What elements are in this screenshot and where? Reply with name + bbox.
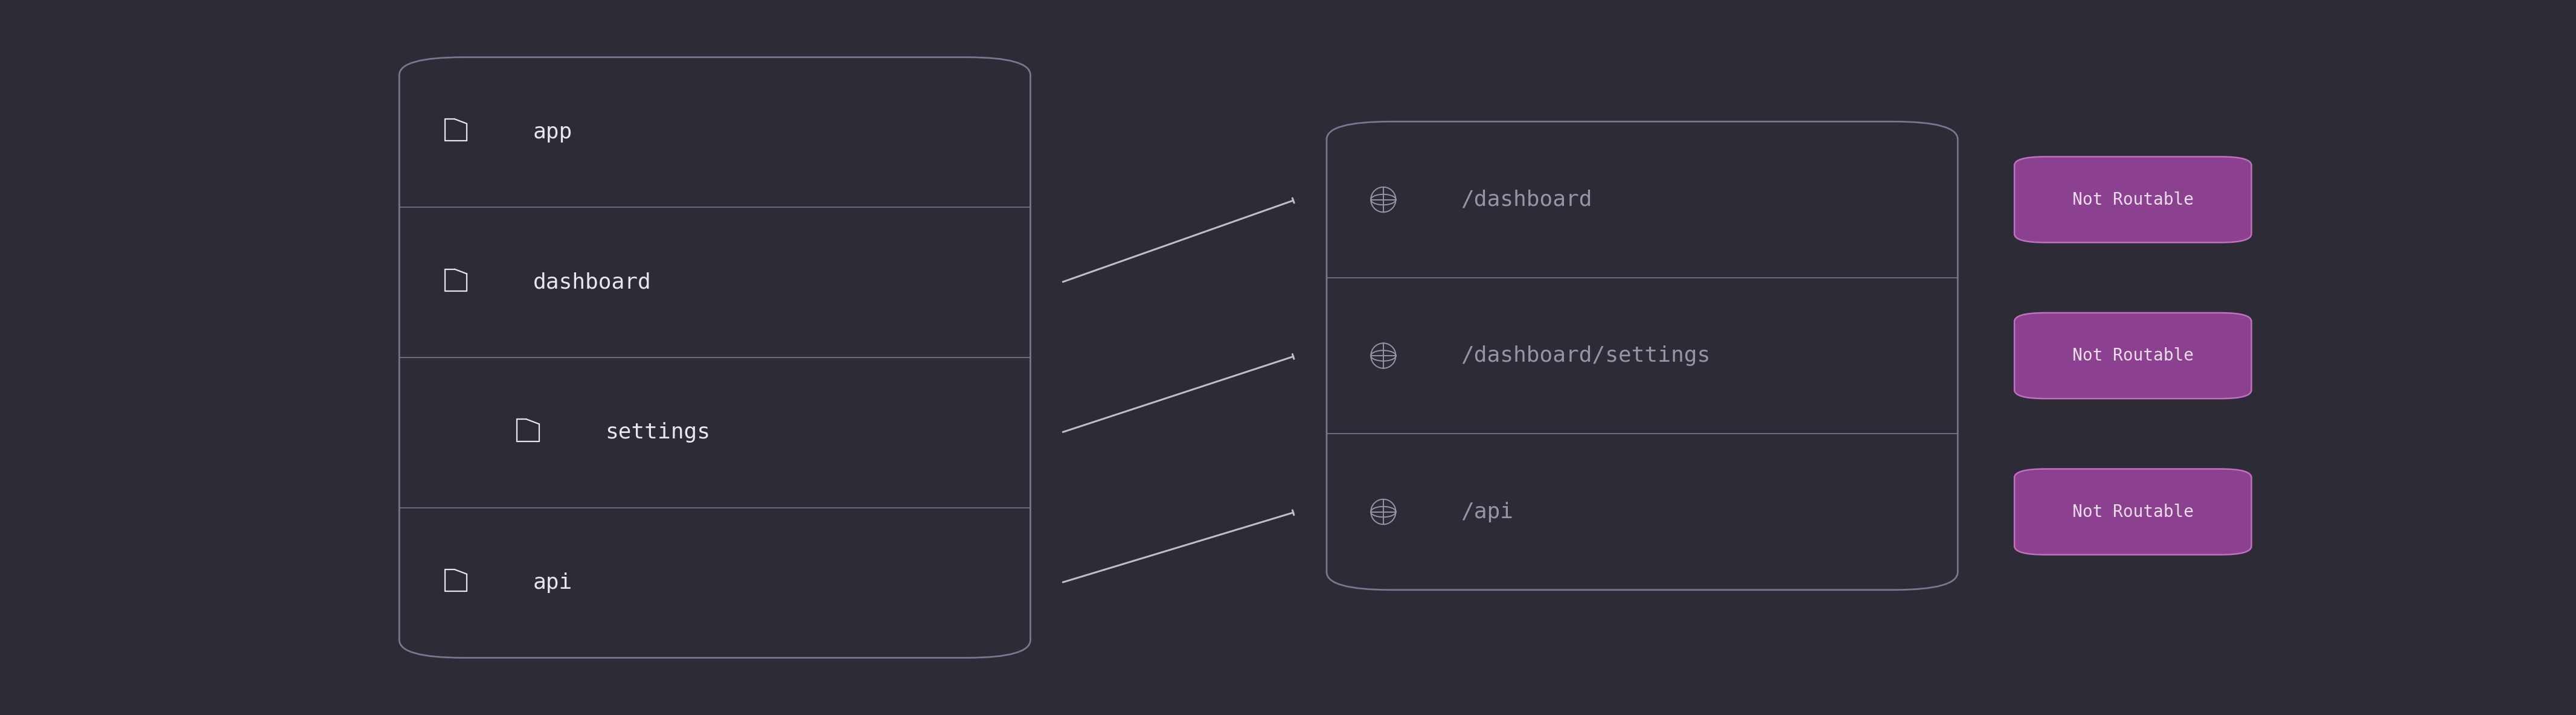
Text: /dashboard: /dashboard [1461,189,1592,210]
Text: api: api [533,573,572,593]
Text: Not Routable: Not Routable [2071,191,2195,208]
Text: settings: settings [605,423,711,443]
Text: /dashboard/settings: /dashboard/settings [1461,345,1710,366]
Text: Not Routable: Not Routable [2071,347,2195,364]
FancyBboxPatch shape [2014,313,2251,398]
FancyBboxPatch shape [1327,122,1958,590]
Text: /api: /api [1461,501,1512,522]
FancyBboxPatch shape [399,57,1030,658]
Text: dashboard: dashboard [533,272,652,292]
Text: app: app [533,122,572,142]
Text: Not Routable: Not Routable [2071,503,2195,521]
FancyBboxPatch shape [2014,157,2251,242]
FancyBboxPatch shape [2014,469,2251,555]
